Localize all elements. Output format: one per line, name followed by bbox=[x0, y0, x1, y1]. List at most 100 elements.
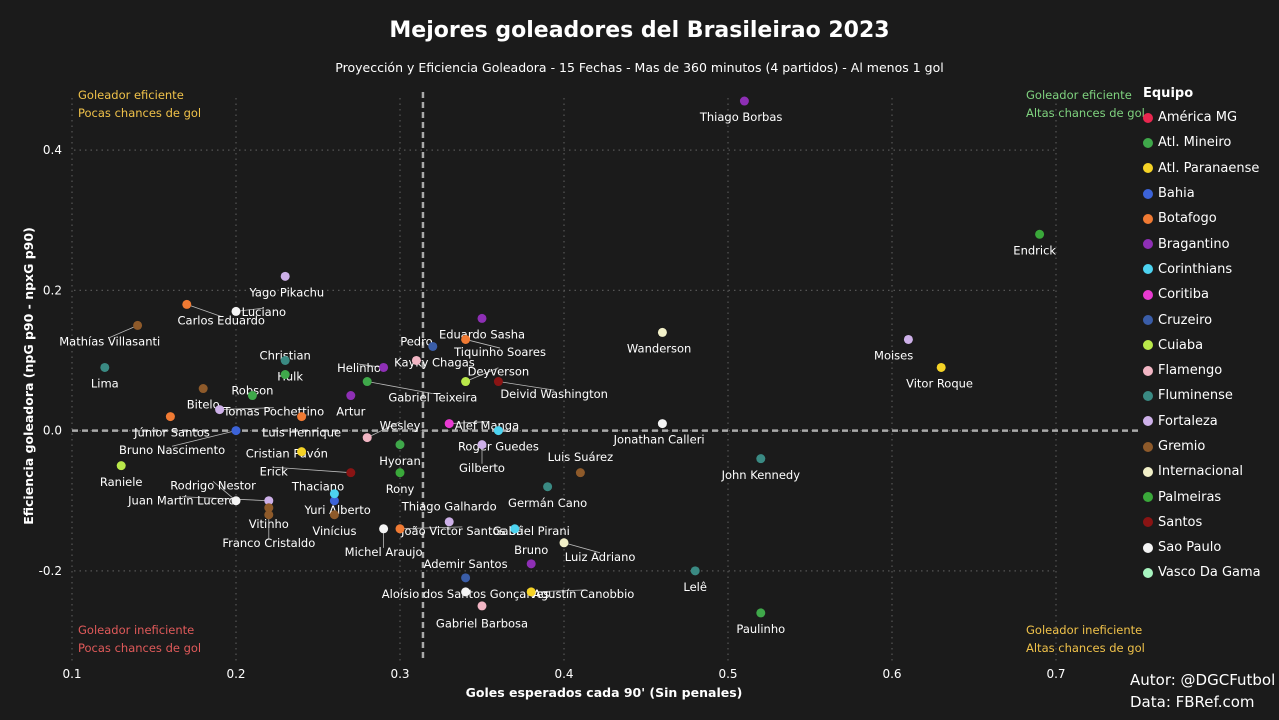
legend-marker bbox=[1143, 416, 1153, 427]
point-leader-line bbox=[219, 407, 274, 410]
corner-top-left-line1: Goleador eficiente bbox=[78, 88, 184, 102]
point-label: Luciano bbox=[242, 305, 286, 319]
point-leader-line bbox=[212, 480, 237, 502]
credits-author: Autor: @DGCFutbol bbox=[1130, 671, 1276, 689]
legend-label: Bahia bbox=[1158, 186, 1195, 202]
point-label: Thiago Galhardo bbox=[401, 499, 497, 513]
data-point bbox=[297, 412, 307, 422]
y-axis-label: Eficiencia goleadora (npG p90 - npxG p90… bbox=[21, 227, 36, 525]
point-label: Christian bbox=[260, 349, 311, 363]
legend-label: Coritiba bbox=[1158, 287, 1209, 303]
data-point bbox=[543, 482, 553, 492]
data-point bbox=[297, 447, 307, 457]
data-point bbox=[657, 419, 667, 429]
legend-item: Palmeiras bbox=[1143, 484, 1261, 509]
point-label: Lelê bbox=[683, 580, 707, 594]
legend-item: Sao Paulo bbox=[1143, 535, 1261, 560]
legend-label: Atl. Paranaense bbox=[1158, 160, 1260, 176]
data-point bbox=[510, 524, 520, 534]
data-point bbox=[461, 573, 471, 583]
point-label: Luiz Adriano bbox=[565, 550, 636, 564]
legend-item: Gremio bbox=[1143, 434, 1261, 459]
data-point bbox=[756, 608, 766, 618]
legend-marker bbox=[1143, 315, 1153, 326]
point-leader-line bbox=[465, 339, 501, 349]
legend-label: Sao Paulo bbox=[1158, 540, 1222, 556]
legend-label: Vasco Da Gama bbox=[1158, 565, 1261, 581]
data-point bbox=[362, 433, 372, 443]
legend-label: Cuiaba bbox=[1158, 337, 1204, 353]
point-leader-line bbox=[465, 367, 499, 382]
point-label: Thaciano bbox=[291, 480, 344, 494]
point-label: Vinícius bbox=[312, 524, 356, 538]
data-point bbox=[477, 313, 487, 323]
data-point bbox=[346, 468, 356, 478]
data-point bbox=[100, 362, 110, 372]
data-point bbox=[936, 362, 946, 372]
data-point bbox=[526, 559, 536, 569]
legend-marker bbox=[1143, 188, 1153, 199]
point-leader-line bbox=[367, 381, 433, 395]
data-point bbox=[280, 355, 290, 365]
data-points bbox=[100, 96, 1045, 618]
point-label: Rodrigo Nestor bbox=[170, 478, 256, 492]
legend-item: Santos bbox=[1143, 510, 1261, 535]
point-label: Kayky Chagas bbox=[394, 356, 475, 370]
corner-bottom-right: Goleador ineficiente Altas chances de go… bbox=[1026, 621, 1145, 657]
point-label: Juan Martín Lucero bbox=[127, 494, 235, 508]
legend-item: Flamengo bbox=[1143, 358, 1261, 383]
point-label: Artur bbox=[336, 405, 365, 419]
data-point bbox=[575, 468, 585, 478]
point-label: Franco Cristaldo bbox=[222, 536, 315, 550]
point-label: Gabriel Barbosa bbox=[436, 616, 528, 630]
legend-items: América MG Atl. Mineiro Atl. Paranaense Bah… bbox=[1143, 105, 1261, 586]
point-label: Jonathan Calleri bbox=[613, 433, 705, 447]
point-label: Carlos Eduardo bbox=[178, 314, 265, 328]
legend-marker bbox=[1143, 567, 1153, 578]
data-point bbox=[444, 419, 454, 429]
point-label: Paulinho bbox=[736, 622, 785, 636]
point-leader-line bbox=[367, 421, 401, 438]
point-labels: Thiago Borbas Endrick Yago Pikachu Carlos E… bbox=[59, 110, 1056, 636]
data-point bbox=[428, 341, 438, 351]
point-label: Luis Henrique bbox=[262, 426, 341, 440]
y-tick-label: 0.4 bbox=[43, 143, 62, 157]
point-leader-line bbox=[181, 496, 269, 502]
point-label: Michel Araujo bbox=[345, 545, 423, 559]
legend-marker bbox=[1143, 112, 1153, 123]
data-point bbox=[329, 489, 339, 499]
point-leader-line bbox=[563, 542, 601, 554]
point-label: Tomas Pochettino bbox=[222, 405, 324, 419]
point-label: Eduardo Sasha bbox=[439, 328, 525, 342]
data-point bbox=[116, 461, 126, 471]
x-tick-label: 0.2 bbox=[226, 667, 245, 681]
corner-top-right-line1: Goleador eficiente bbox=[1026, 88, 1132, 102]
data-point bbox=[362, 377, 372, 387]
legend-label: América MG bbox=[1158, 110, 1238, 126]
data-point bbox=[280, 370, 290, 380]
corner-top-left-line2: Pocas chances de gol bbox=[78, 106, 202, 120]
point-label: Wesley bbox=[380, 419, 421, 433]
legend-label: Palmeiras bbox=[1158, 489, 1222, 505]
legend-label: Botafogo bbox=[1158, 211, 1217, 227]
data-point bbox=[165, 412, 175, 422]
legend-label: Flamengo bbox=[1158, 363, 1223, 379]
data-point bbox=[231, 496, 241, 506]
corner-bottom-left: Goleador ineficiente Pocas chances de go… bbox=[78, 621, 201, 657]
legend-label: Internacional bbox=[1158, 464, 1244, 480]
legend: Equipo América MG Atl. Mineiro Atl. Parana… bbox=[1143, 86, 1261, 586]
data-point bbox=[264, 496, 274, 506]
data-point bbox=[461, 334, 471, 344]
corner-bottom-left-line1: Goleador ineficiente bbox=[78, 623, 195, 637]
legend-label: Corinthians bbox=[1158, 261, 1233, 277]
legend-item: Corinthians bbox=[1143, 257, 1261, 282]
point-label: Lima bbox=[91, 377, 119, 391]
data-point bbox=[215, 405, 225, 415]
data-point bbox=[756, 454, 766, 464]
point-label: Júnior Santos bbox=[133, 426, 210, 440]
point-label: Yago Pikachu bbox=[248, 285, 324, 299]
point-leader-line bbox=[273, 466, 351, 474]
data-point bbox=[231, 306, 241, 316]
legend-marker bbox=[1143, 264, 1153, 275]
point-label: Hulk bbox=[277, 370, 303, 384]
